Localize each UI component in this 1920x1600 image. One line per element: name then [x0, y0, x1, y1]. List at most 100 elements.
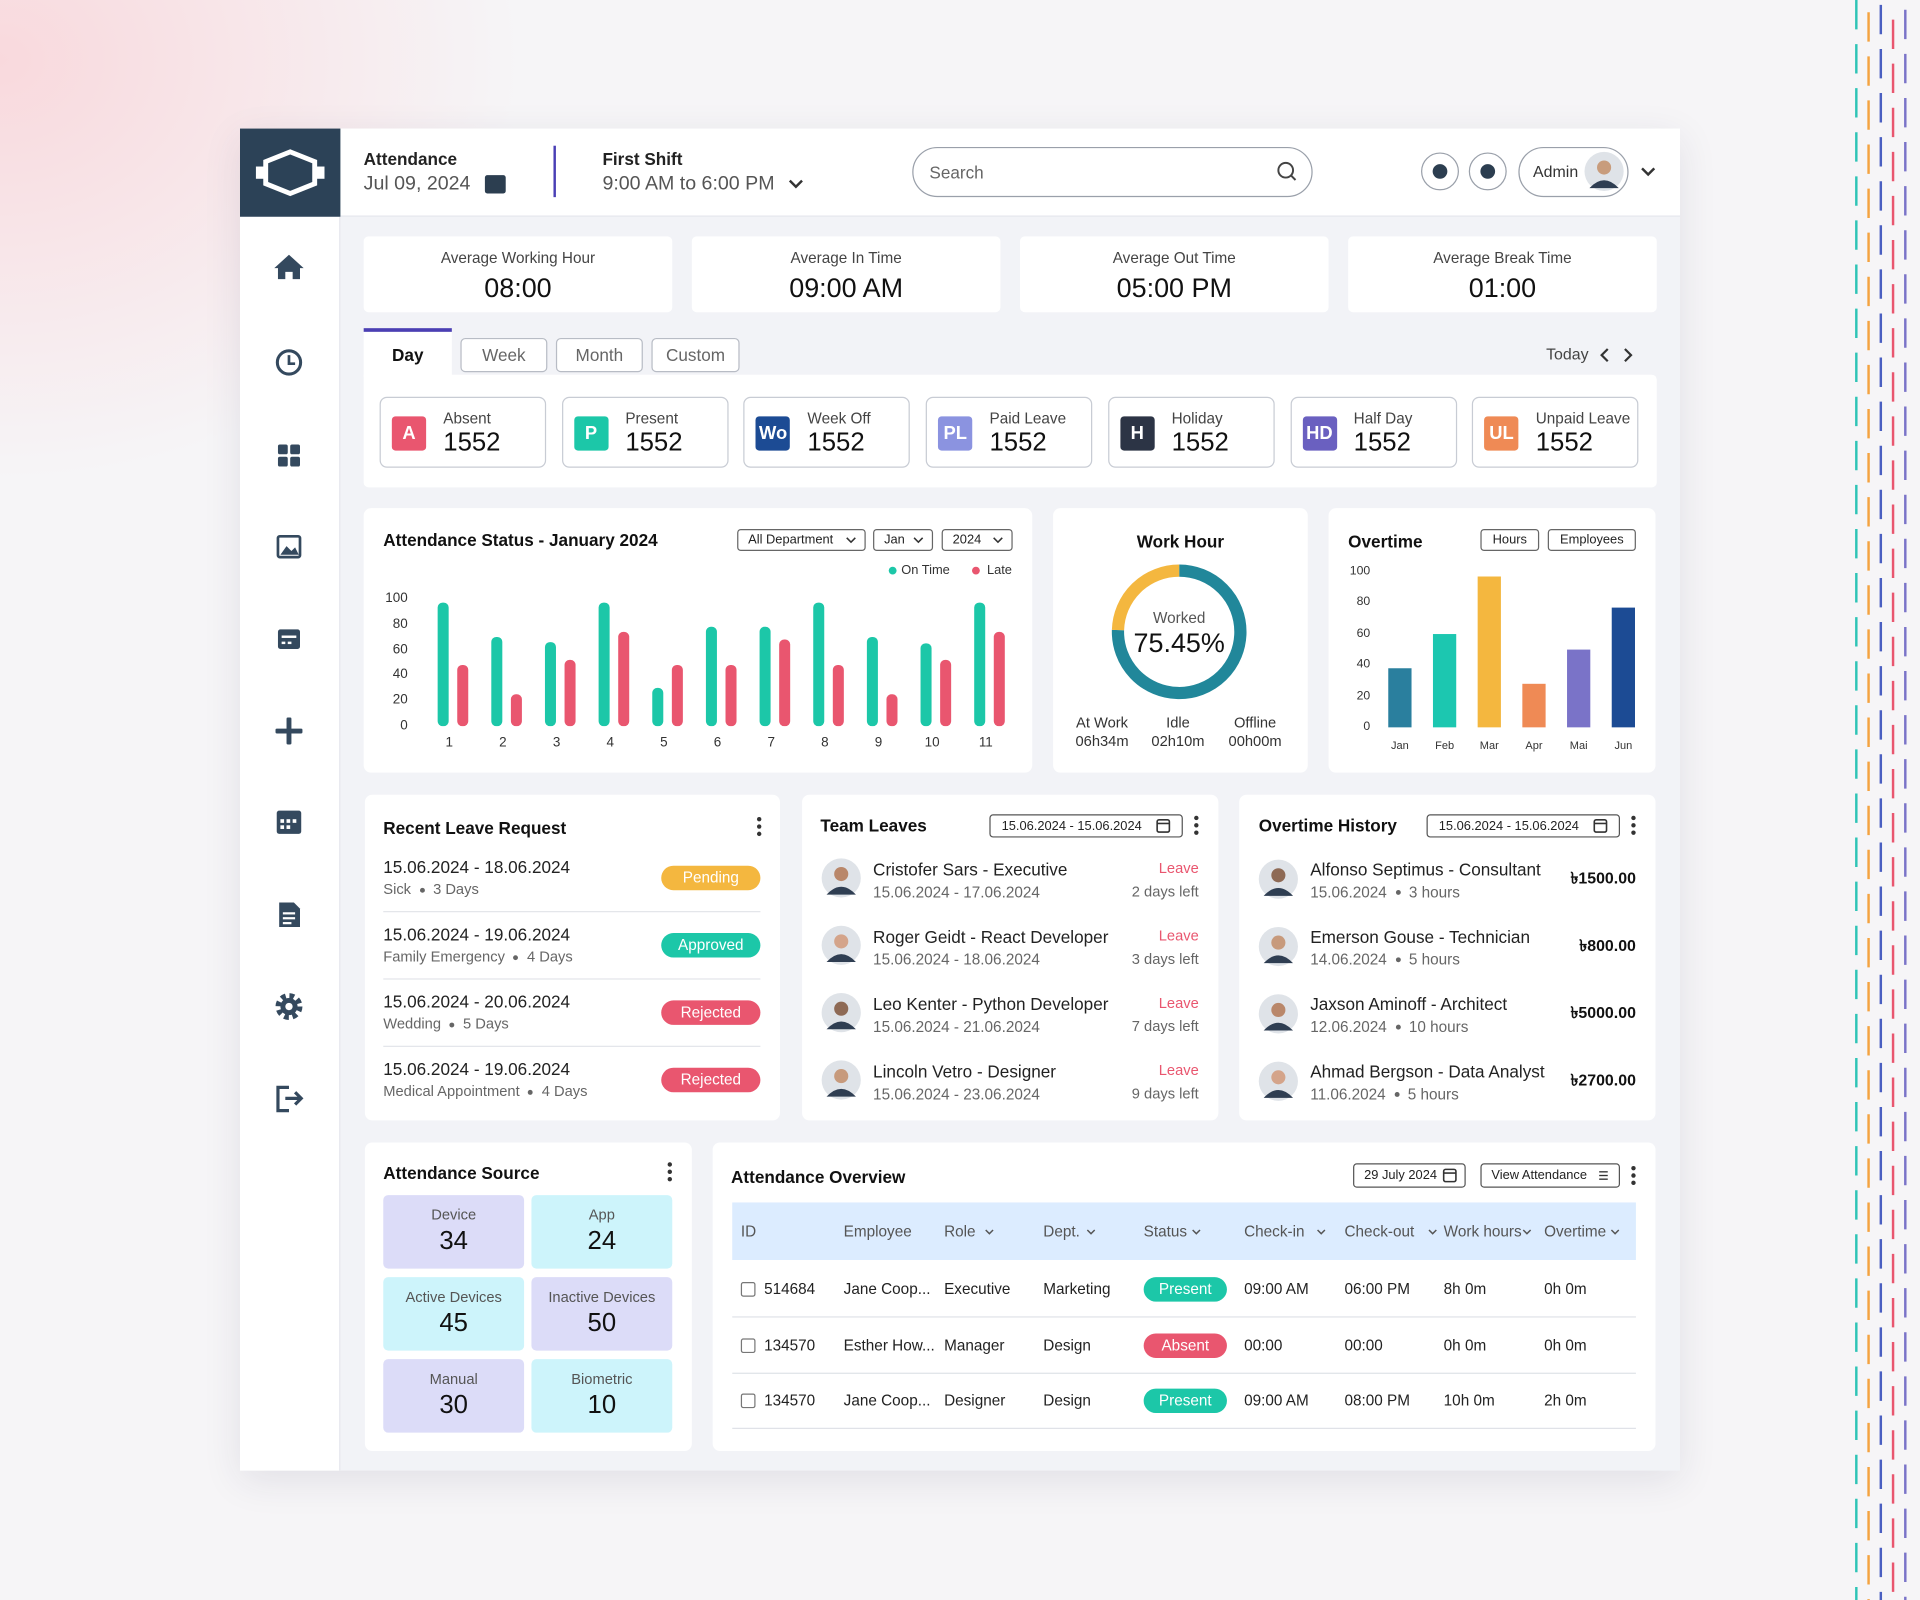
- status-label: Rejected: [680, 1071, 742, 1089]
- x-tick-label: 11: [978, 735, 993, 751]
- filter-label[interactable]: All Department: [748, 532, 834, 548]
- tab[interactable]: [651, 337, 740, 373]
- avatar-head: [1271, 868, 1286, 883]
- tab[interactable]: [555, 337, 643, 373]
- date-picker-text[interactable]: 29 July 2024: [1364, 1168, 1437, 1183]
- tab-label[interactable]: Day: [392, 345, 424, 365]
- home-icon[interactable]: [274, 254, 304, 280]
- date-range[interactable]: [989, 814, 1183, 838]
- panel-title: Team Leaves: [820, 815, 927, 836]
- employee-name: Jaxson Aminoff - Architect: [1310, 994, 1508, 1014]
- document-icon[interactable]: [279, 902, 301, 927]
- page-title: Attendance: [363, 149, 458, 169]
- column-header[interactable]: Overtime: [1544, 1223, 1607, 1241]
- calendar-icon[interactable]: [276, 810, 302, 834]
- button-glyph: [1432, 164, 1448, 179]
- column-header[interactable]: Work hours: [1443, 1223, 1522, 1241]
- toggle-button[interactable]: [1547, 528, 1636, 552]
- bar: [598, 602, 610, 727]
- x-tick-label: 5: [660, 735, 668, 751]
- table-cell: 134570: [764, 1392, 816, 1410]
- schedule-icon[interactable]: [277, 629, 301, 649]
- table-cell: 0h 0m: [1443, 1336, 1487, 1354]
- status-card: [1290, 396, 1457, 468]
- leave-dates: 15.06.2024 - 23.06.2024: [873, 1085, 1040, 1104]
- tab-label[interactable]: Month: [575, 345, 624, 365]
- donut-center-label: Worked: [1152, 609, 1206, 627]
- tab[interactable]: [460, 337, 548, 373]
- leave-tag: Leave: [1158, 1061, 1199, 1079]
- y-tick-label: 60: [1356, 626, 1371, 641]
- next-arrow[interactable]: [1624, 348, 1633, 363]
- row-checkbox[interactable]: [740, 1337, 756, 1353]
- status-label: Approved: [678, 936, 744, 954]
- logout-icon[interactable]: [276, 1085, 304, 1113]
- row-checkbox[interactable]: [740, 1393, 756, 1409]
- toggle-label[interactable]: Hours: [1492, 532, 1527, 548]
- date-range-text[interactable]: 15.06.2024 - 15.06.2024: [1001, 818, 1142, 834]
- meta-text: 5 Days: [463, 1015, 509, 1033]
- toggle-button[interactable]: [1480, 528, 1540, 552]
- toggle-label[interactable]: Employees: [1560, 532, 1624, 548]
- row-checkbox[interactable]: [740, 1282, 756, 1297]
- days-left: 3 days left: [1131, 950, 1199, 968]
- column-header[interactable]: Dept.: [1043, 1223, 1080, 1241]
- more-icon: [1194, 815, 1199, 821]
- source-tile: [383, 1277, 525, 1351]
- column-header[interactable]: Check-in: [1244, 1223, 1305, 1241]
- filter-dropdown[interactable]: [941, 528, 1013, 552]
- legend-label: Late: [986, 563, 1012, 578]
- employee-name: Emerson Gouse - Technician: [1310, 926, 1531, 947]
- badge-text: A: [402, 422, 416, 444]
- today-label[interactable]: Today: [1546, 344, 1589, 364]
- panel-title: Attendance Overview: [731, 1166, 906, 1187]
- summary-value: 08:00: [484, 272, 552, 303]
- tab-label[interactable]: Week: [482, 345, 526, 365]
- column-header[interactable]: Role: [944, 1223, 976, 1241]
- filter-label[interactable]: Jan: [884, 532, 905, 548]
- clock-icon[interactable]: [275, 349, 303, 376]
- filter-label[interactable]: 2024: [952, 532, 982, 548]
- user-name[interactable]: Admin: [1533, 162, 1579, 181]
- shift-time[interactable]: 9:00 AM to 6:00 PM: [602, 173, 775, 195]
- status-badge: [573, 416, 609, 451]
- add-icon[interactable]: [275, 717, 303, 745]
- search-placeholder[interactable]: Search: [929, 162, 984, 183]
- prev-arrow[interactable]: [1600, 348, 1609, 363]
- search-box[interactable]: [912, 146, 1313, 198]
- date-picker[interactable]: [1353, 1163, 1466, 1188]
- date-range-text[interactable]: 15.06.2024 - 15.06.2024: [1438, 818, 1579, 834]
- row-separator: [732, 1316, 1636, 1318]
- column-header[interactable]: Check-out: [1344, 1223, 1415, 1241]
- bar: [779, 639, 791, 727]
- chevron-icon: [985, 1229, 994, 1235]
- dashboard-icon[interactable]: [277, 444, 301, 467]
- tab-label[interactable]: Custom: [665, 345, 726, 365]
- view-button[interactable]: [1480, 1163, 1621, 1188]
- meta-line: 15.06.2024 3 hours: [1310, 884, 1460, 902]
- separator: [383, 911, 761, 913]
- stat-value: 02h10m: [1151, 732, 1205, 750]
- column-header[interactable]: Status: [1143, 1223, 1188, 1241]
- status-badge: [755, 416, 791, 451]
- stat-value: 06h34m: [1075, 732, 1129, 750]
- avatar-head: [1271, 1070, 1286, 1085]
- filter-dropdown[interactable]: [873, 528, 934, 552]
- column-header: Employee: [843, 1223, 912, 1241]
- settings-icon[interactable]: [275, 993, 303, 1021]
- chart-title: Attendance Status - January 2024: [383, 530, 658, 550]
- filter-dropdown[interactable]: [737, 528, 866, 552]
- avatar-head: [834, 866, 849, 882]
- table-cell: 8h 0m: [1443, 1280, 1487, 1298]
- summary-card: [691, 236, 1001, 313]
- x-tick-label: Mai: [1569, 739, 1588, 752]
- tab-active[interactable]: [363, 328, 452, 378]
- date-range[interactable]: [1426, 814, 1621, 838]
- table-cell: Manager: [944, 1336, 1005, 1354]
- source-value: 34: [439, 1226, 468, 1256]
- view-button-label[interactable]: View Attendance: [1491, 1168, 1587, 1183]
- legend-marker: [888, 566, 897, 575]
- status-badge: [1484, 416, 1519, 451]
- employee-name: Alfonso Septimus - Consultant: [1310, 859, 1541, 880]
